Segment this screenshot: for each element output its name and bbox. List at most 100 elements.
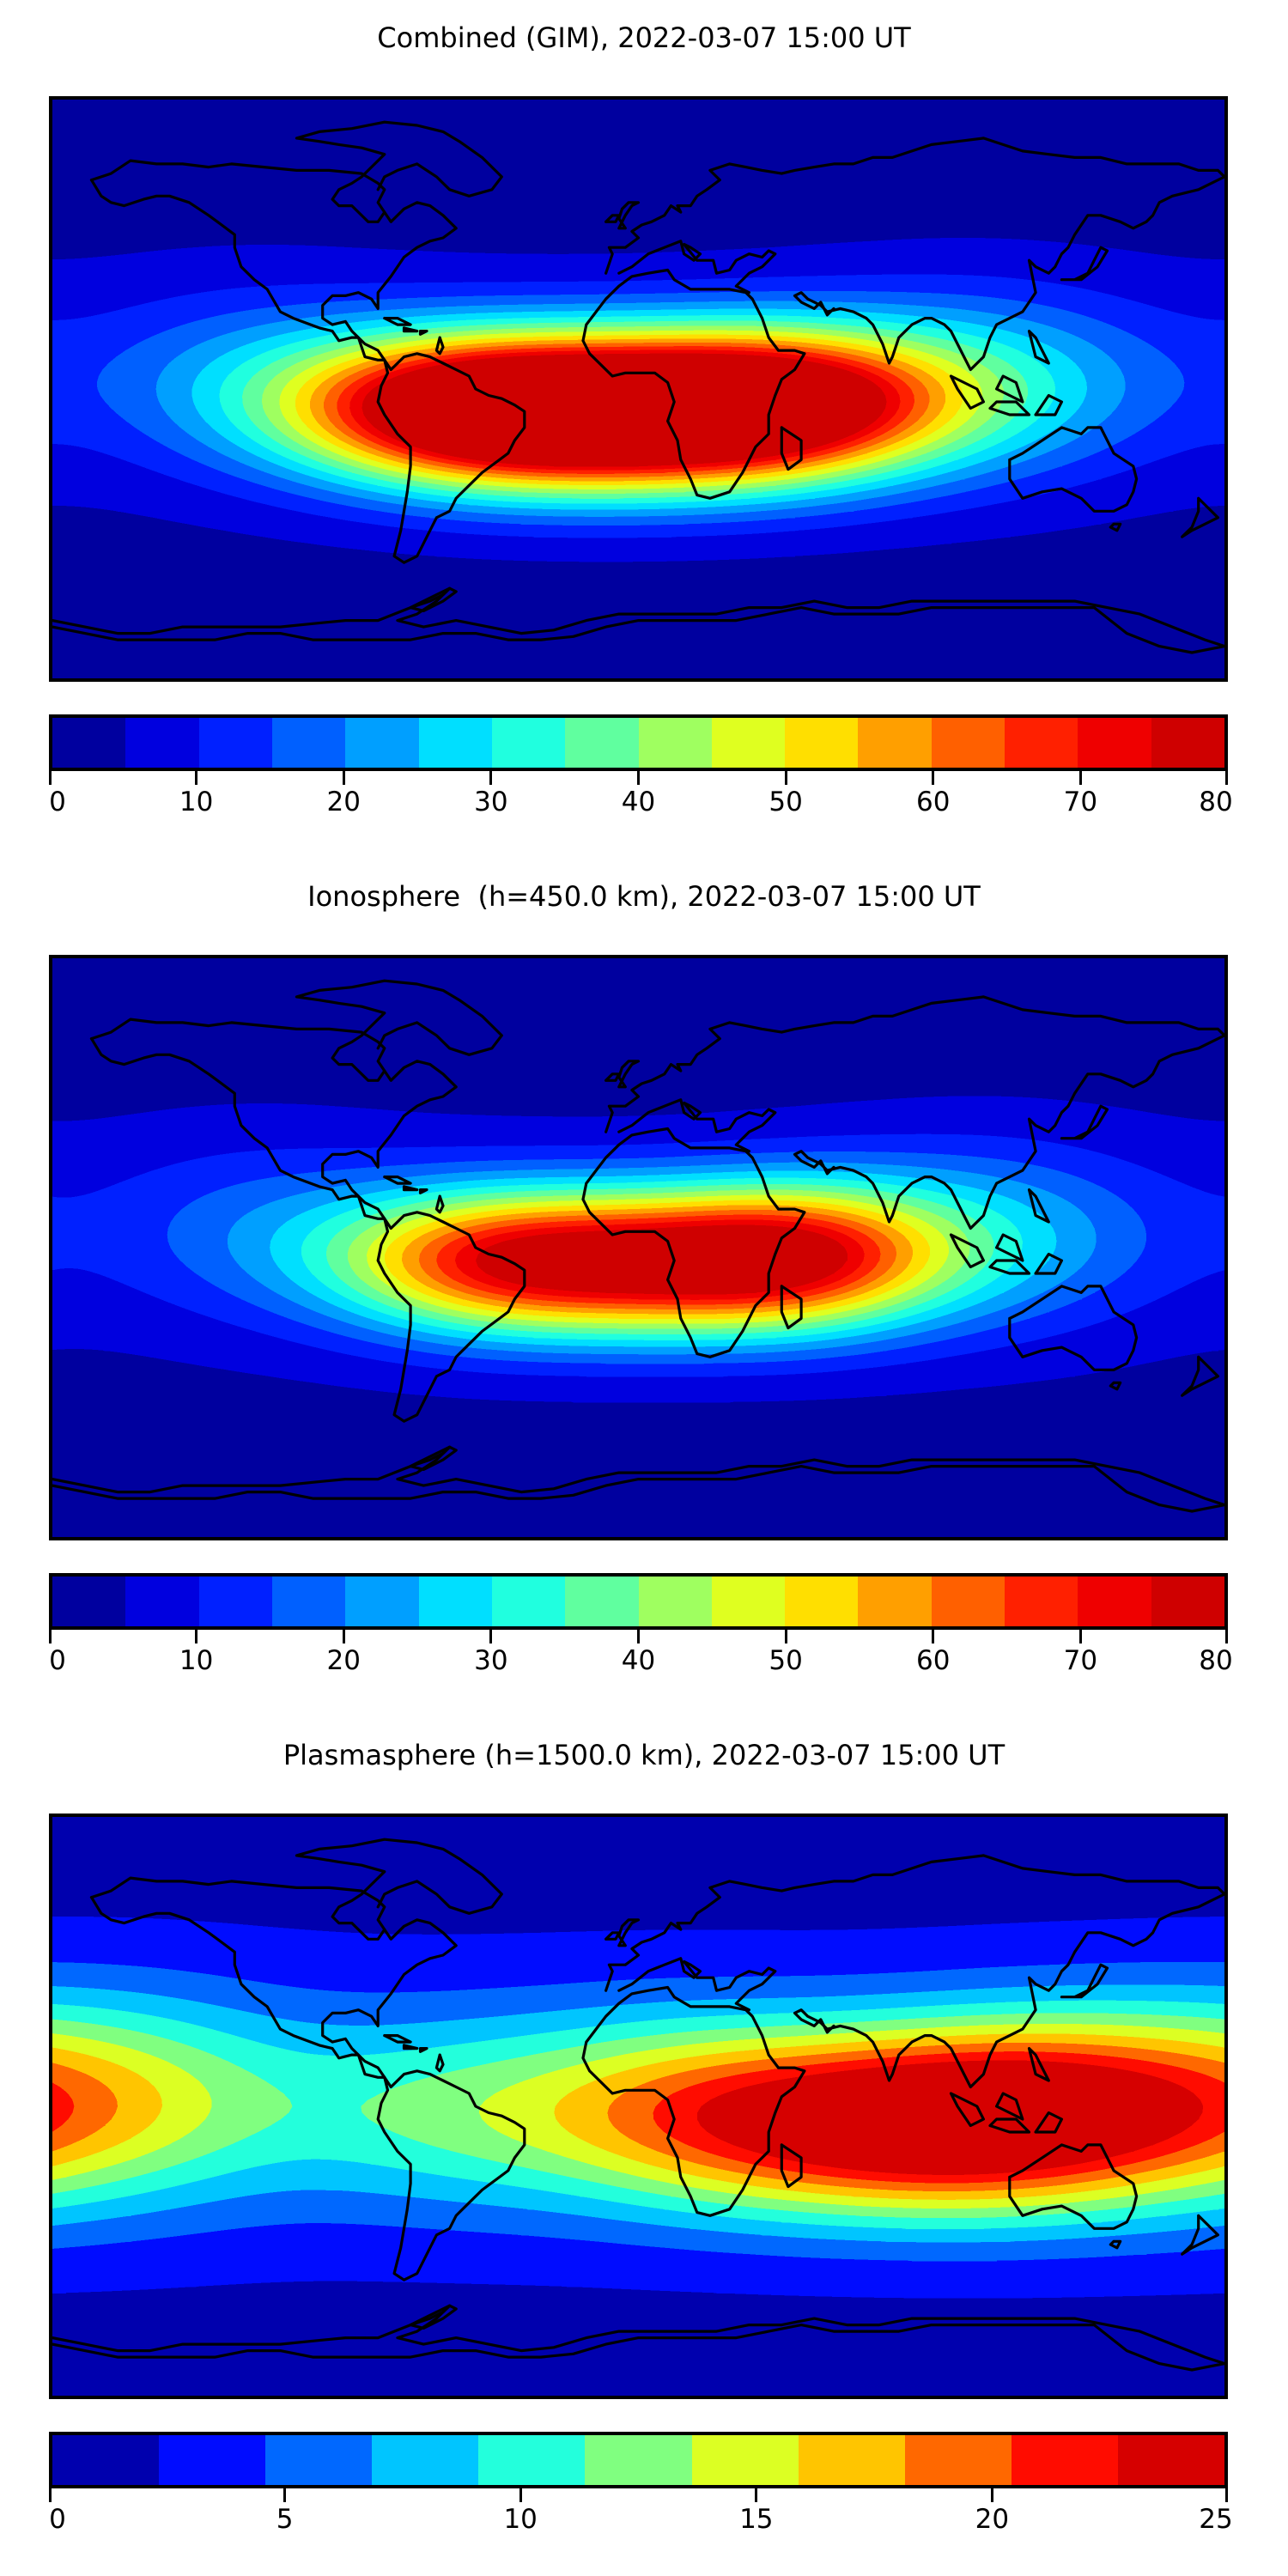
colorbar-tick-label: 60: [916, 787, 950, 817]
colorbar-tick: [489, 1630, 492, 1643]
colorbar-tick: [785, 771, 787, 785]
colorbar-tick: [1225, 771, 1228, 785]
colorbar-band: [585, 2435, 691, 2485]
colorbar-band: [1078, 1577, 1151, 1626]
colorbar-band: [858, 1577, 931, 1626]
colorbar-band: [159, 2435, 265, 2485]
colorbar-tick-label: 10: [179, 787, 213, 817]
colorbar-band: [1005, 718, 1078, 768]
colorbar-tick: [519, 2488, 522, 2502]
colorbar-band: [125, 1577, 198, 1626]
colorbar-band: [1151, 718, 1224, 768]
colorbar-band: [199, 1577, 272, 1626]
colorbar-band: [52, 1577, 125, 1626]
colorbar-tick-label: 20: [327, 1645, 361, 1676]
colorbar-band: [565, 1577, 638, 1626]
colorbar-3: [49, 2432, 1228, 2488]
map-inner-2: [52, 958, 1224, 1537]
colorbar-band: [125, 718, 198, 768]
colorbar-tick-label: 80: [1199, 1645, 1232, 1676]
colorbar-band: [1151, 1577, 1224, 1626]
colorbar-band: [199, 718, 272, 768]
colorbar-band: [639, 718, 712, 768]
map-inner-3: [52, 1817, 1224, 2396]
colorbar-band: [712, 1577, 785, 1626]
colorbar-tick: [932, 771, 934, 785]
colorbar-band: [419, 718, 492, 768]
colorbar-tick: [785, 1630, 787, 1643]
panel-title-2: Ionosphere (h=450.0 km), 2022-03-07 15:0…: [0, 883, 1288, 910]
colorbar-tick: [637, 1630, 640, 1643]
colorbar-band: [1118, 2435, 1224, 2485]
colorbar-band: [478, 2435, 585, 2485]
colorbar-tick-label: 25: [1199, 2504, 1232, 2535]
colorbar-tick-label: 80: [1199, 787, 1232, 817]
colorbar-band: [905, 2435, 1012, 2485]
colorbar-axis-3: 0 5 10 15 20 25: [49, 2488, 1228, 2543]
colorbar-tick: [49, 771, 52, 785]
colorbar-tick: [49, 2488, 52, 2502]
colorbar-band: [565, 718, 638, 768]
colorbar-band: [1078, 718, 1151, 768]
colorbar-band: [785, 1577, 858, 1626]
colorbar-tick-label: 50: [769, 1645, 802, 1676]
colorbar-band: [858, 718, 931, 768]
colorbar-tick-label: 5: [276, 2504, 294, 2535]
colorbar-tick: [1079, 1630, 1082, 1643]
colorbar-band: [345, 718, 418, 768]
colorbar-band: [345, 1577, 418, 1626]
colorbar-band: [265, 2435, 372, 2485]
colorbar-tick-label: 70: [1064, 1645, 1097, 1676]
colorbar-band: [372, 2435, 478, 2485]
colorbar-tick: [195, 1630, 197, 1643]
colorbar-band: [639, 1577, 712, 1626]
colorbar-tick: [343, 771, 345, 785]
colorbar-band: [712, 718, 785, 768]
colorbar-band: [52, 718, 125, 768]
colorbar-band: [492, 718, 565, 768]
colorbar-tick-label: 0: [49, 1645, 66, 1676]
colorbar-tick: [489, 771, 492, 785]
panel-title-1: Combined (GIM), 2022-03-07 15:00 UT: [0, 24, 1288, 52]
colorbar-tick-label: 50: [769, 787, 802, 817]
colorbar-tick: [1225, 1630, 1228, 1643]
colorbar-band: [692, 2435, 799, 2485]
colorbar-tick-label: 30: [474, 787, 507, 817]
colorbar-band: [1012, 2435, 1118, 2485]
colorbar-axis-2: 0 10 20 30 40 50 60 70 80: [49, 1630, 1228, 1685]
colorbar-1: [49, 714, 1228, 771]
colorbar-tick: [637, 771, 640, 785]
colorbar-band: [492, 1577, 565, 1626]
colorbar-tick-label: 10: [503, 2504, 537, 2535]
colorbar-band: [1005, 1577, 1078, 1626]
colorbar-tick: [755, 2488, 757, 2502]
colorbar-tick-label: 40: [622, 787, 655, 817]
colorbar-band: [932, 718, 1005, 768]
colorbar-band: [799, 2435, 905, 2485]
colorbar-tick-label: 20: [975, 2504, 1009, 2535]
colorbar-tick-label: 20: [327, 787, 361, 817]
colorbar-tick-label: 30: [474, 1645, 507, 1676]
colorbar-tick: [991, 2488, 993, 2502]
tec-field-1: [52, 100, 1224, 678]
panel-title-3: Plasmasphere (h=1500.0 km), 2022-03-07 1…: [0, 1741, 1288, 1769]
colorbar-tick: [283, 2488, 286, 2502]
map-ionosphere: [49, 955, 1228, 1540]
colorbar-tick: [195, 771, 197, 785]
colorbar-tick: [49, 1630, 52, 1643]
colorbar-tick-label: 10: [179, 1645, 213, 1676]
map-combined-gim: [49, 96, 1228, 682]
colorbar-tick: [1225, 2488, 1228, 2502]
colorbar-tick-label: 60: [916, 1645, 950, 1676]
colorbar-tick-label: 0: [49, 2504, 66, 2535]
colorbar-tick-label: 70: [1064, 787, 1097, 817]
map-inner-1: [52, 100, 1224, 678]
colorbar-tick: [932, 1630, 934, 1643]
colorbar-band: [785, 718, 858, 768]
colorbar-tick: [343, 1630, 345, 1643]
colorbar-band: [932, 1577, 1005, 1626]
colorbar-band: [52, 2435, 159, 2485]
colorbar-band: [419, 1577, 492, 1626]
colorbar-tick-label: 40: [622, 1645, 655, 1676]
